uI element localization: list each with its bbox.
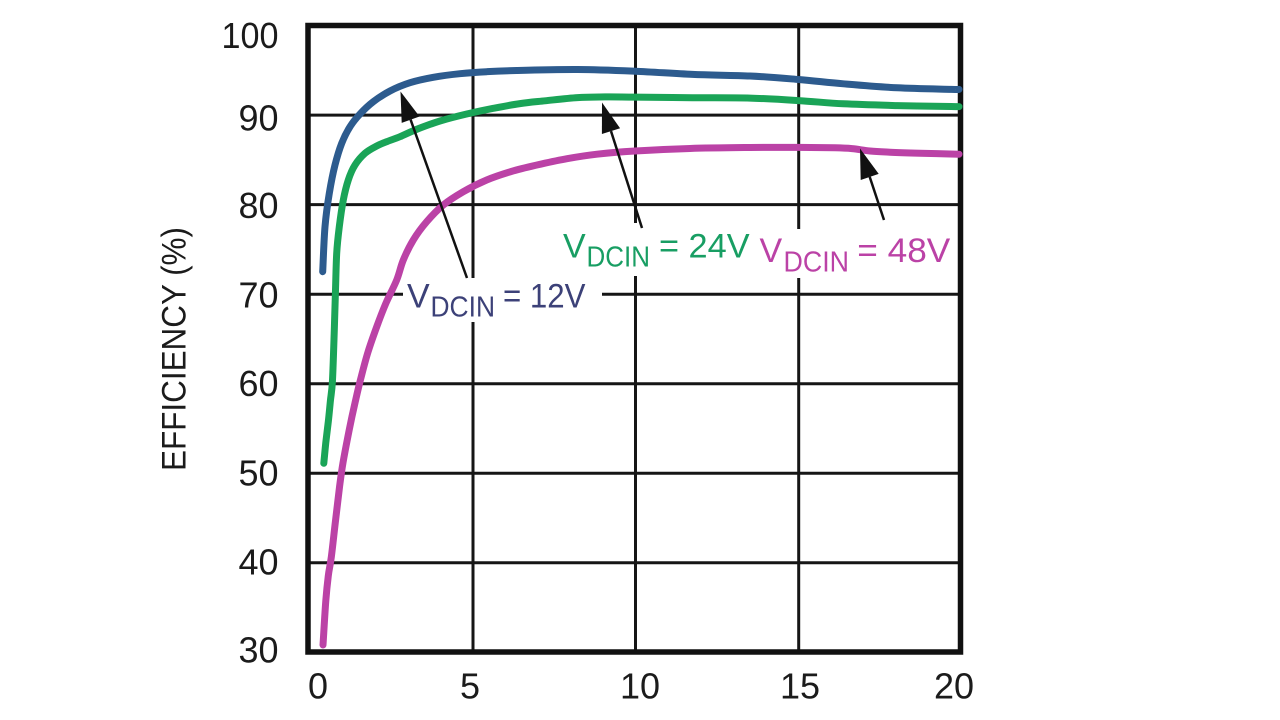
svg-text:V: V [760,232,783,270]
svg-text:V: V [407,278,430,316]
svg-text:DCIN: DCIN [431,292,496,324]
svg-text:= 12V: = 12V [503,278,586,316]
svg-text:90: 90 [238,98,278,139]
svg-text:5: 5 [460,666,480,707]
svg-text:DCIN: DCIN [784,247,850,279]
svg-text:30: 30 [238,630,278,671]
svg-text:= 48V: = 48V [857,232,950,270]
svg-text:DCIN: DCIN [587,242,651,274]
svg-text:20: 20 [934,666,974,707]
svg-text:0: 0 [308,666,328,707]
svg-text:= 24V: = 24V [659,228,750,266]
svg-text:100: 100 [222,15,279,56]
svg-text:EFFICIENCY (%): EFFICIENCY (%) [156,227,194,471]
svg-text:80: 80 [238,185,278,226]
svg-text:10: 10 [620,666,660,707]
svg-text:40: 40 [238,542,278,583]
svg-text:V: V [563,228,586,266]
svg-text:15: 15 [780,666,820,707]
svg-text:50: 50 [238,453,278,494]
svg-text:70: 70 [238,275,278,316]
svg-text:60: 60 [238,363,278,404]
